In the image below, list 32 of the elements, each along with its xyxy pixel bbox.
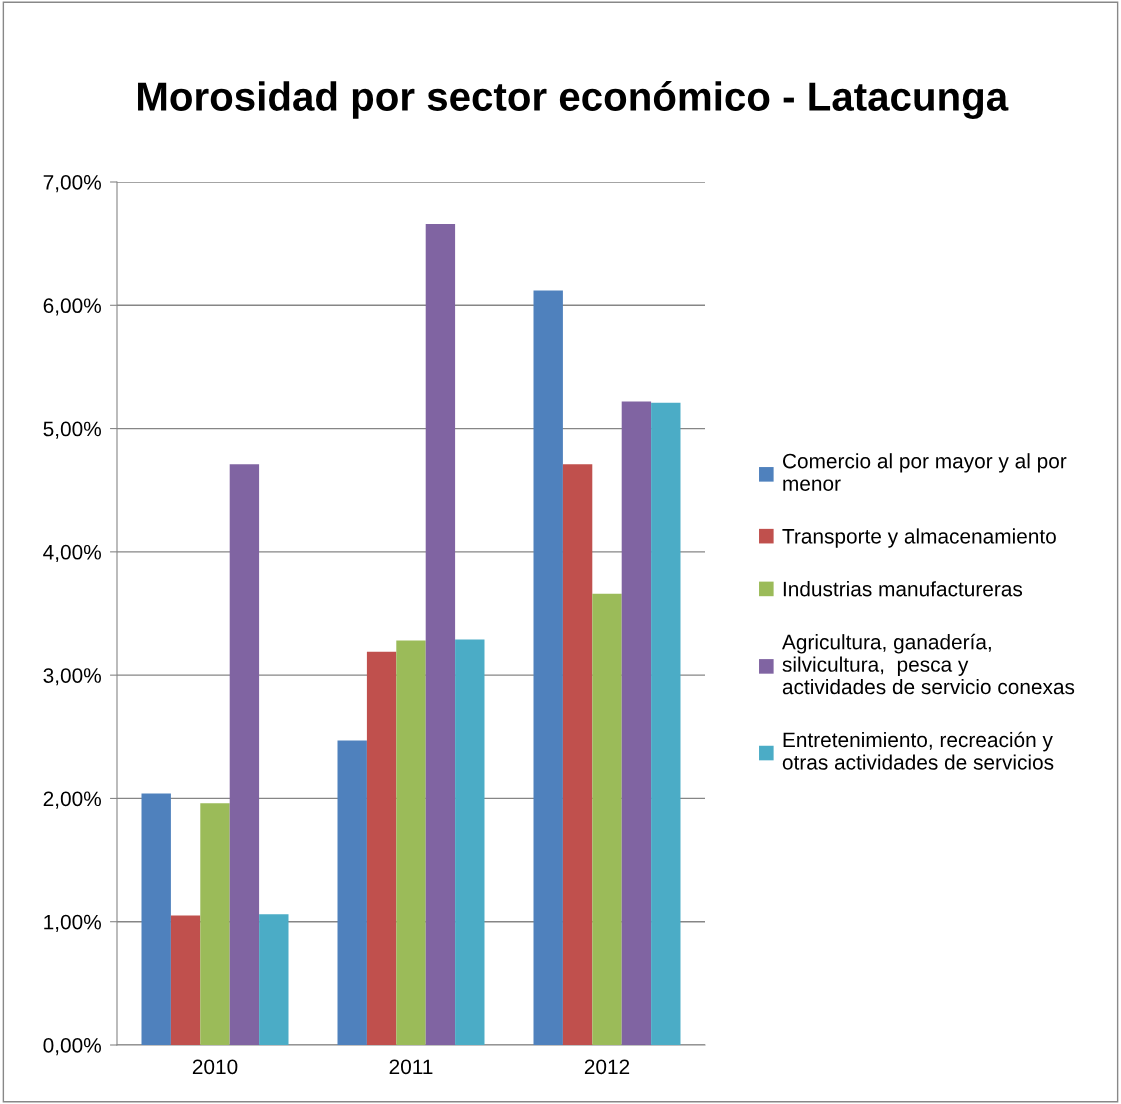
y-tick-label: 2,00% [43,791,101,809]
x-tick-label: 2010 [192,1059,238,1075]
y-tick-label: 3,00% [43,668,101,686]
bar [425,223,456,1045]
bar [200,803,230,1045]
y-tick-label: 4,00% [43,544,101,563]
legend-label: Transporte y almacenamiento [782,528,1056,548]
bar [259,914,289,1045]
bar [533,290,563,1045]
y-tick-label: 5,00% [43,421,101,439]
bar [651,402,681,1045]
y-tick-label: 6,00% [43,298,101,316]
chart-title: Morosidad por sector económico - Latacunga [138,80,1009,120]
bar [592,593,622,1045]
y-tick-label: 7,00% [43,175,101,193]
bar [229,464,260,1045]
bar [455,639,485,1045]
bar [562,464,593,1045]
bar [141,793,171,1045]
bar [337,740,367,1045]
bar [621,401,652,1045]
legend-label: Industrias manufactureras [783,581,1023,597]
legend-label: Entretenimiento, recreación y otras actividades de servicios [782,731,1054,770]
legend-label: Comercio al por mayor y al por menor [783,453,1067,491]
bar [366,651,397,1045]
y-tick-label: 1,00% [44,914,101,932]
x-tick-label: 2012 [584,1059,630,1075]
x-tick-label: 2011 [389,1059,433,1075]
legend-label: Agricultura, ganadería, silvicultura, pesca y actividades de servicio conexas [781,633,1075,695]
bar [170,915,201,1045]
bar [396,640,426,1045]
y-tick-label: 0,00% [43,1038,101,1056]
